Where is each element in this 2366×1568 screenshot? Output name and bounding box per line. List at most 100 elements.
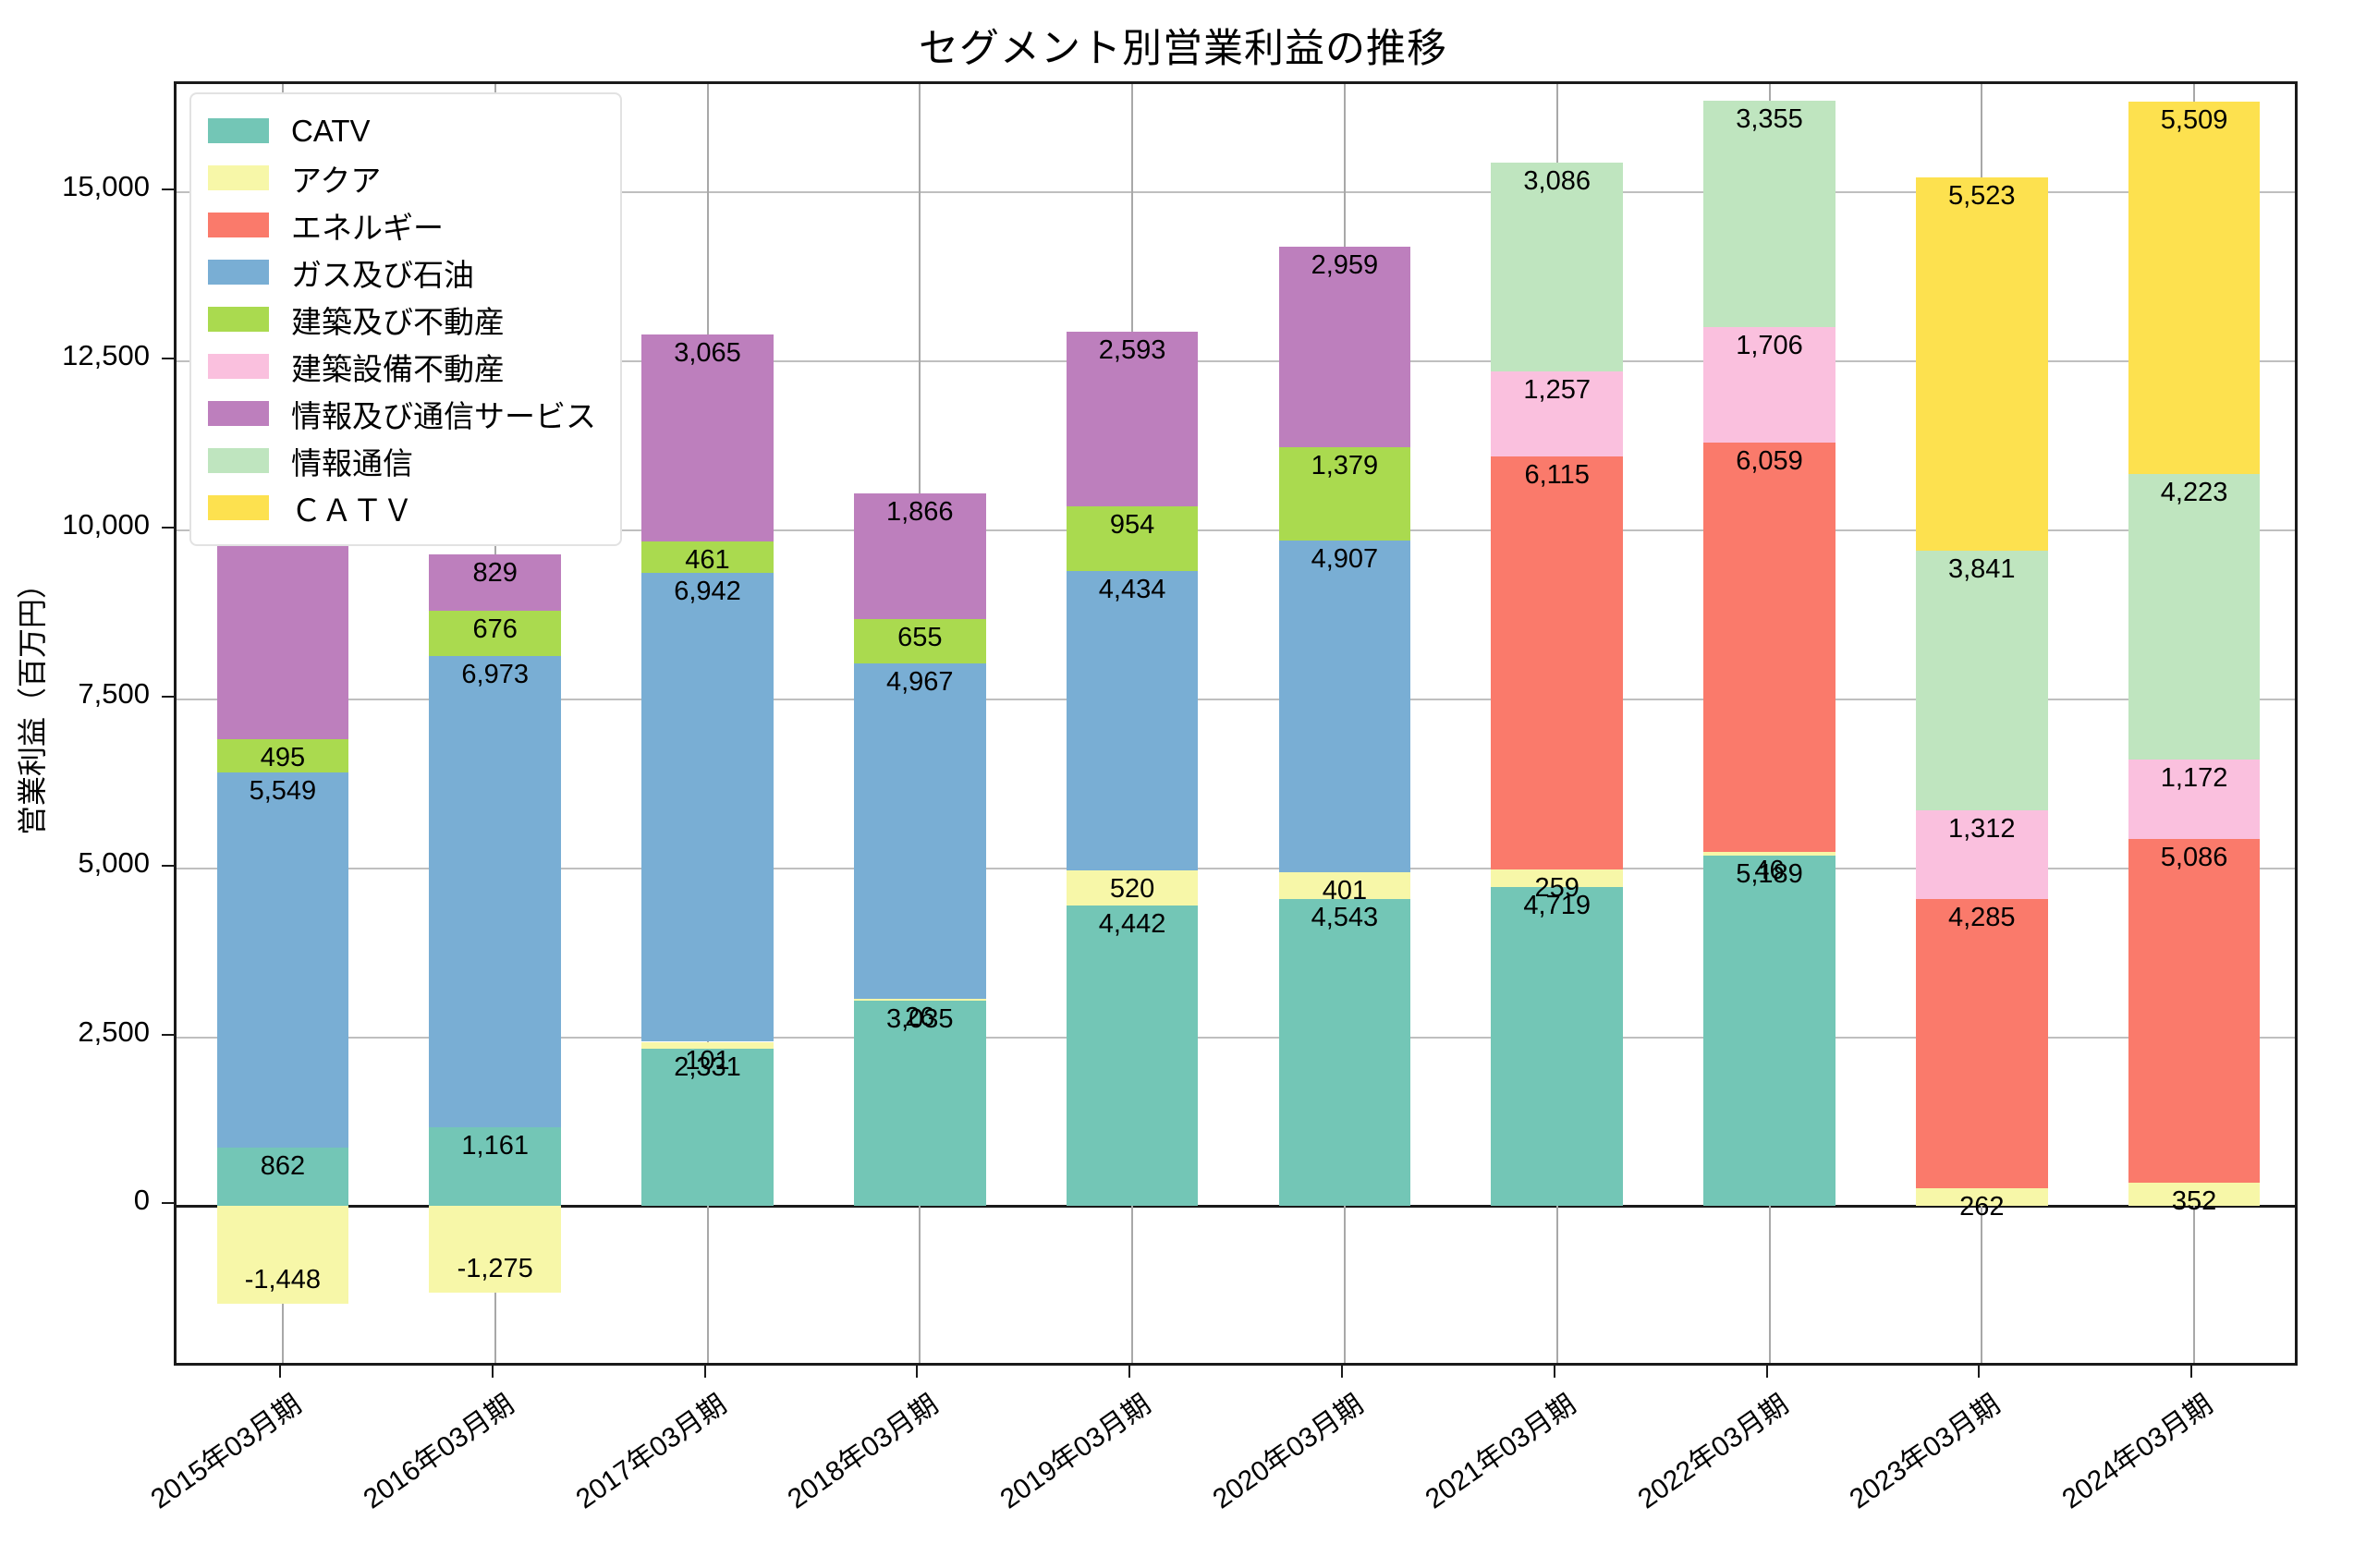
legend-item[interactable]: ガス及び石油 [208,249,596,296]
bar-segment[interactable] [2128,838,2261,1183]
legend-item[interactable]: 情報及び通信サービス [208,390,596,437]
bar-group[interactable]: 352 5,086 1,172 4,223 5,509 [2128,84,2261,1368]
bar-segment[interactable] [1491,371,1623,456]
bar-segment[interactable] [1066,331,1199,507]
y-tick-label: 12,500 [62,338,150,371]
bar-segment[interactable] [641,334,774,541]
bar-segment[interactable] [216,772,349,1149]
bar-segment[interactable] [641,572,774,1042]
x-tick-mark [703,1366,706,1378]
bar-segment[interactable] [854,663,986,1000]
x-tick-label: 2018年03月期 [782,1389,945,1515]
page-title: セグメント別営業利益の推移 [919,27,1447,71]
bar-segment[interactable] [641,541,774,573]
bar-group[interactable]: 5,189 46 6,059 1,706 3,355 [1703,84,1835,1368]
legend-swatch-icon [208,118,269,143]
bar-segment[interactable] [1278,871,1411,900]
legend-item-label: 情報及び通信サービス [291,398,596,433]
bar-segment[interactable] [1703,443,1835,853]
y-tick-mark [162,357,174,359]
x-tick-label: 2021年03月期 [1420,1389,1581,1515]
bar-group[interactable]: 4,442 520 4,434 954 2,593 [1066,84,1199,1368]
y-tick-label: 2,500 [78,1015,150,1048]
bar-group[interactable]: 262 4,285 1,312 3,841 5,523 [1916,84,2048,1368]
legend-item[interactable]: ＣＡＴＶ [208,484,596,531]
legend-item[interactable]: 建築設備不動産 [208,343,596,390]
x-tick-label: 2017年03月期 [569,1389,732,1515]
bar-segment[interactable] [1066,906,1199,1207]
bar-segment[interactable] [854,1001,986,1207]
bar-segment[interactable] [854,619,986,664]
bar-segment[interactable] [429,656,561,1128]
y-tick-mark [162,695,174,698]
bar-group[interactable]: 4,719 259 6,115 1,257 3,086 [1491,84,1623,1368]
bar-segment[interactable] [1916,176,2048,551]
x-tick-label: 2015年03月期 [145,1389,307,1515]
y-tick-label: 0 [133,1184,150,1217]
legend-item-label: ＣＡＴＶ [291,492,413,528]
legend-item[interactable]: 建築及び不動産 [208,296,596,343]
x-tick-mark [1978,1366,1981,1378]
bar-segment[interactable] [1278,540,1411,872]
legend-item-label: CATV [291,113,371,148]
bar-segment[interactable] [1916,1188,2048,1207]
bar-segment[interactable] [641,1041,774,1049]
bar-segment[interactable] [1066,571,1199,871]
bar-segment[interactable] [2128,101,2261,474]
bar-segment[interactable] [1491,869,1623,888]
bar-segment[interactable] [216,1206,349,1305]
legend-item[interactable]: アクア [208,154,596,201]
bar-segment[interactable] [1066,870,1199,906]
bar-segment[interactable] [216,1148,349,1207]
bar-segment[interactable] [1703,327,1835,444]
bar-segment[interactable] [1066,506,1199,572]
y-tick-mark [162,1202,174,1205]
x-tick-label: 2022年03月期 [1631,1389,1794,1515]
bar-segment[interactable] [1703,855,1835,1207]
bar-segment[interactable] [1916,898,2048,1189]
bar-segment[interactable] [854,999,986,1002]
bar-segment[interactable] [1916,550,2048,810]
x-tick-mark [1765,1366,1768,1378]
bar-segment[interactable] [1703,100,1835,328]
bar-segment[interactable] [1278,899,1411,1207]
bar-segment[interactable] [429,1206,561,1293]
y-tick-mark [162,188,174,191]
legend[interactable]: CATV アクア エネルギー ガス及び石油 建築及び不動産 建築設備不動産情報及び通信サー… [189,92,622,546]
bar-segment[interactable] [429,554,561,611]
legend-item[interactable]: 情報通信 [208,437,596,484]
bar-segment[interactable] [429,610,561,657]
bar-segment[interactable] [641,1048,774,1207]
bar-group[interactable]: 2,331 101 6,942 461 3,065 [641,84,774,1368]
bar-segment[interactable] [1703,852,1835,856]
y-tick-mark [162,864,174,867]
legend-item-label: 情報通信 [291,445,413,480]
bar-segment[interactable] [1916,809,2048,899]
bar-segment[interactable] [2128,759,2261,839]
bar-segment[interactable] [2128,1182,2261,1207]
legend-swatch-icon [208,401,269,426]
bar-segment[interactable] [1491,456,1623,870]
bar-segment[interactable] [429,1127,561,1207]
bar-group[interactable]: 4,543 401 4,907 1,379 2,959 [1278,84,1411,1368]
bar-segment[interactable] [216,739,349,773]
bar-segment[interactable] [854,492,986,620]
bar-segment[interactable] [1278,247,1411,447]
bar-segment[interactable] [1491,887,1623,1207]
y-tick-label: 10,000 [62,507,150,541]
y-tick-label: 5,000 [78,845,150,879]
y-tick-label: 15,000 [62,170,150,203]
legend-swatch-icon [208,260,269,285]
x-tick-label: 2024年03月期 [2056,1389,2219,1515]
bar-segment[interactable] [2128,473,2261,760]
bar-segment[interactable] [1491,163,1623,371]
bar-group[interactable]: 3,035 26 4,967 655 1,866 [854,84,986,1368]
legend-item-label: アクア [291,163,382,198]
x-tick-label: 2020年03月期 [1207,1389,1369,1515]
x-tick-mark [2190,1366,2193,1378]
bar-segment[interactable] [1278,446,1411,541]
legend-item[interactable]: CATV [208,107,596,154]
legend-item[interactable]: エネルギー [208,201,596,249]
x-tick-mark [916,1366,919,1378]
